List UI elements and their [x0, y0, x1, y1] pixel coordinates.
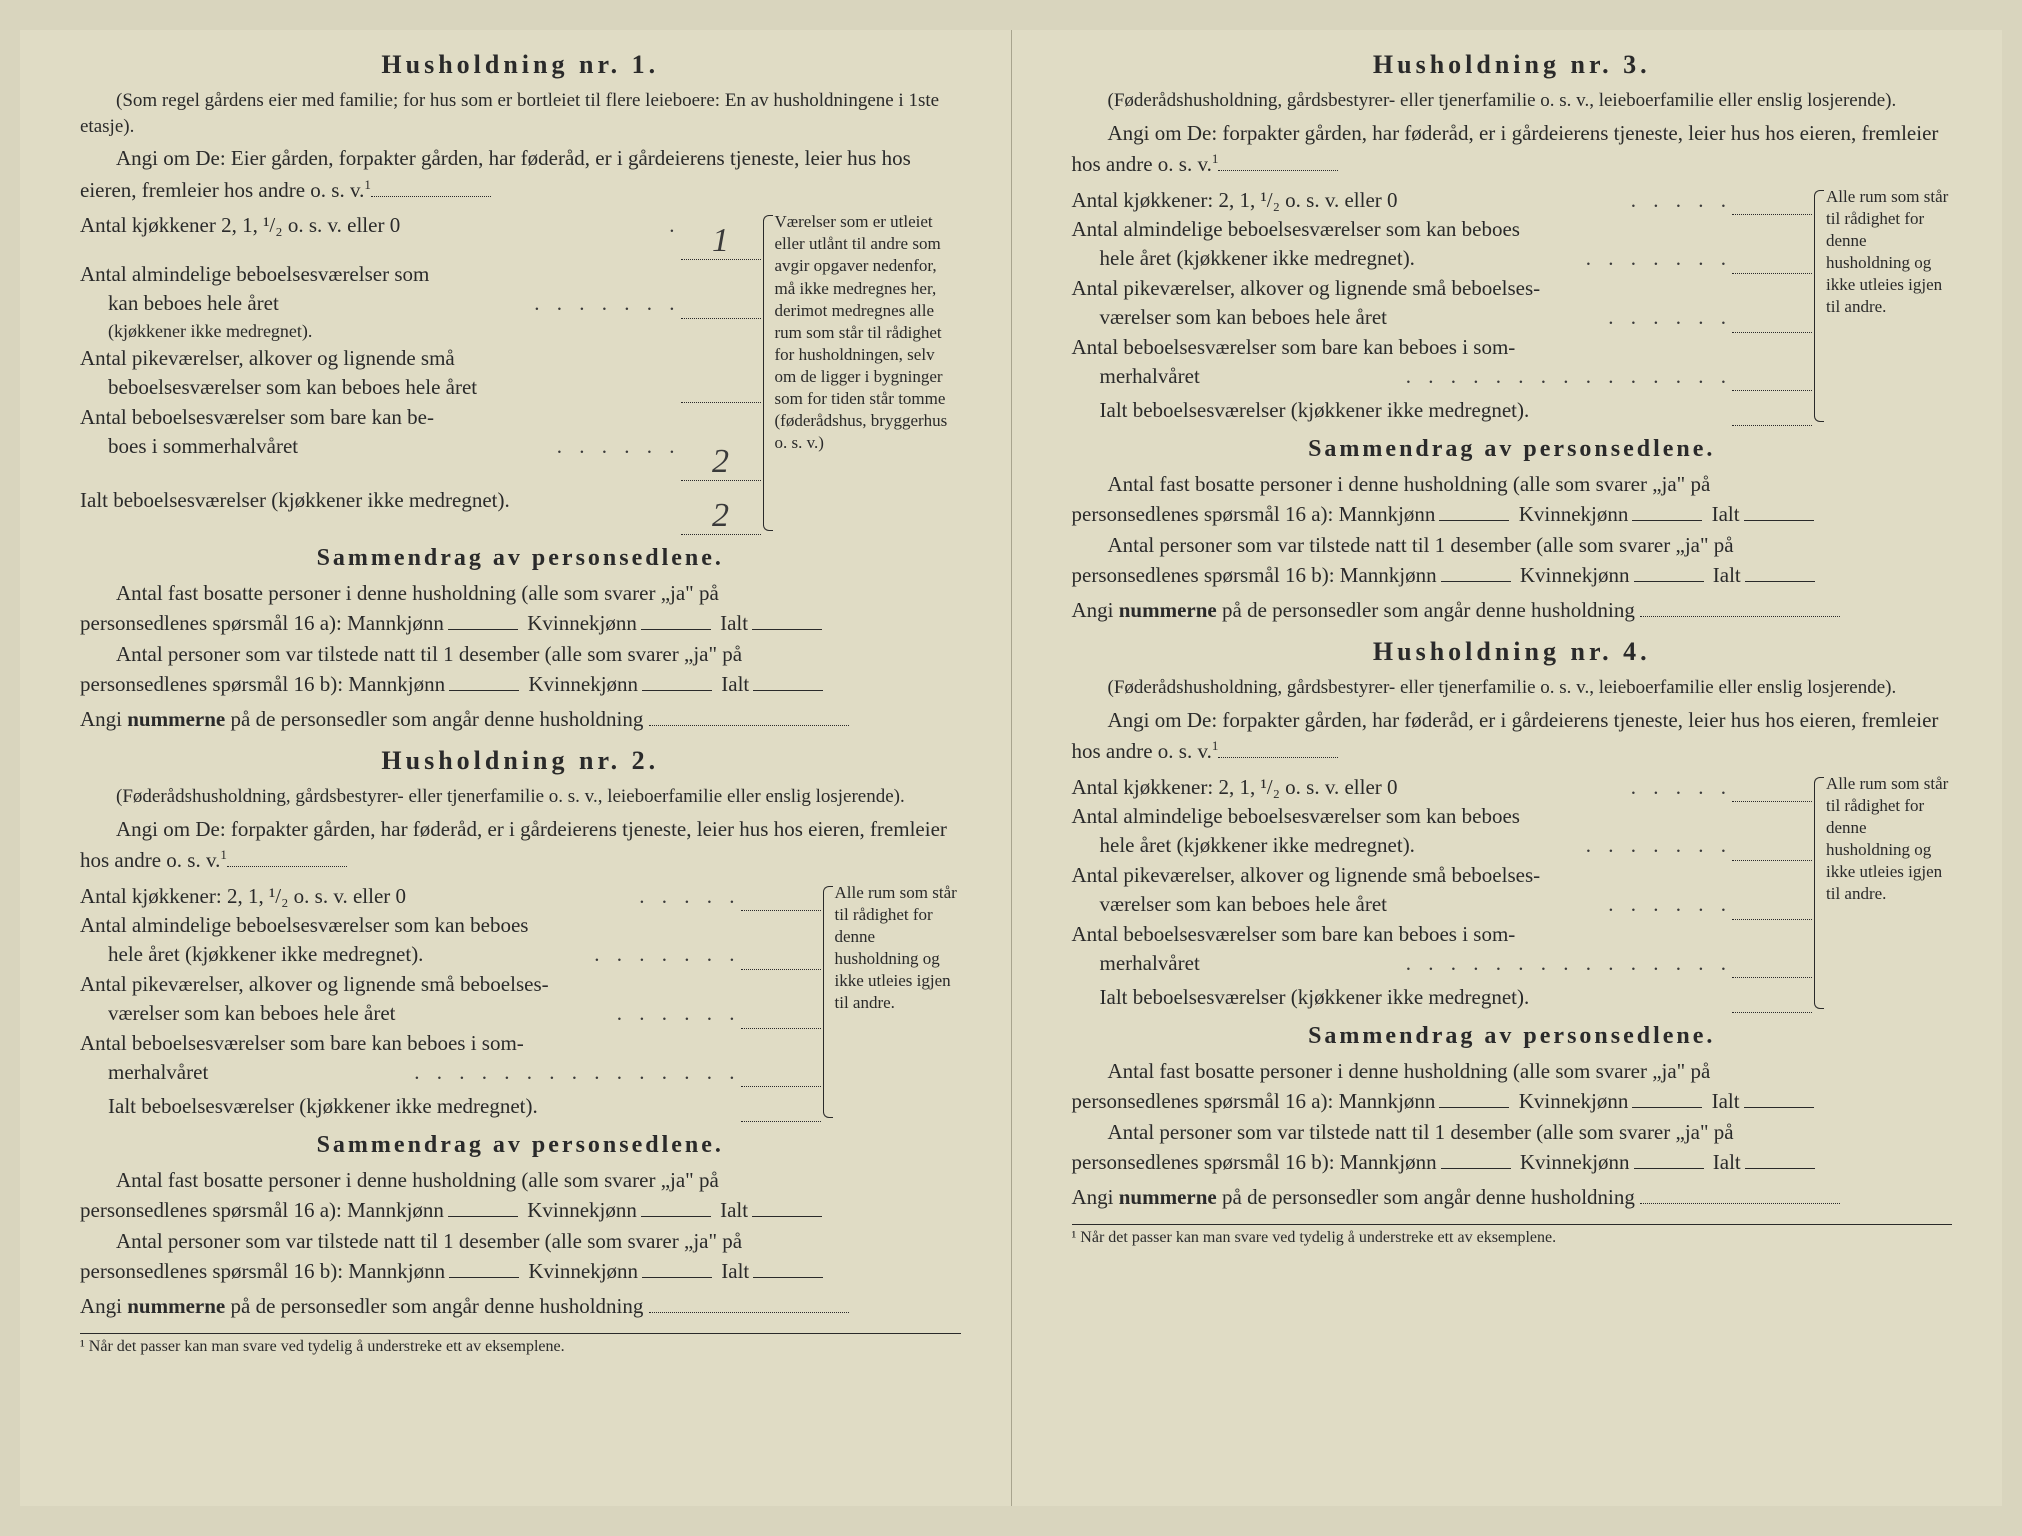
household-3: Husholdning nr. 3. (Føderådshusholdning,… — [1072, 50, 1953, 625]
p2b: personsedlenes spørsmål 16 b): Mannkjønn… — [80, 669, 961, 699]
p1: Antal fast bosatte personer i denne hush… — [80, 578, 961, 608]
household-2: Husholdning nr. 2. (Føderådshusholdning,… — [80, 746, 961, 1321]
rooms-left: Antal kjøkkener 2, 1, ¹/₂ o. s. v. eller… — [80, 211, 761, 535]
intro-text: (Som regel gårdens eier med familie; for… — [80, 88, 961, 139]
numbers-blank[interactable] — [649, 705, 849, 726]
household-4: Husholdning nr. 4. (Føderådshusholdning,… — [1072, 637, 1953, 1212]
p2: Antal personer som var tilstede natt til… — [80, 639, 961, 669]
ialt-value[interactable]: 2 — [681, 485, 761, 535]
footnote: ¹ Når det passer kan man svare ved tydel… — [1072, 1224, 1953, 1247]
bracket-icon — [823, 886, 833, 1118]
r1a: Antal almindelige beboelsesværelser som — [80, 260, 761, 289]
kvinne-blank[interactable] — [641, 609, 711, 630]
angi-numbers: Angi nummerne på de personsedler som ang… — [80, 704, 961, 734]
r2b: beboelsesværelser som kan beboes hele år… — [80, 373, 681, 402]
ialt-blank[interactable] — [752, 609, 822, 630]
r2-value[interactable] — [681, 373, 761, 402]
rooms-note: Værelser som er utleiet eller utlånt til… — [761, 211, 961, 535]
rooms-block: Antal kjøkkener 2, 1, ¹/₂ o. s. v. eller… — [80, 211, 961, 535]
intro-text: (Føderådshusholdning, gårdsbestyrer- ell… — [80, 784, 961, 810]
r1c: (kjøkkener ikke medregnet). — [80, 319, 761, 344]
household-1: Husholdning nr. 1. (Som regel gårdens ei… — [80, 50, 961, 734]
footnote: ¹ Når det passer kan man svare ved tydel… — [80, 1333, 961, 1356]
ialt-label: Ialt beboelsesværelser (kjøkkener ikke m… — [80, 485, 681, 535]
r3-value[interactable]: 2 — [681, 432, 761, 481]
household-title: Husholdning nr. 1. — [80, 50, 961, 80]
angi-blank[interactable] — [371, 174, 491, 197]
r2a: Antal pikeværelser, alkover og lignende … — [80, 344, 761, 373]
kitchens-value[interactable]: 1 — [681, 211, 761, 260]
bracket-icon — [763, 215, 773, 531]
bracket-icon — [1814, 777, 1824, 1009]
persons-title: Sammendrag av personsedlene. — [80, 545, 961, 572]
bracket-icon — [1814, 190, 1824, 422]
angi-line: Angi om De: Eier gården, forpakter gårde… — [80, 143, 961, 205]
dots: . — [669, 211, 680, 260]
r1b: kan beboes hele året — [80, 289, 534, 318]
kitchens-label: Antal kjøkkener 2, 1, ¹/₂ o. s. v. eller… — [80, 211, 669, 260]
r3b: boes i sommerhalvåret — [80, 432, 557, 481]
household-title: Husholdning nr. 2. — [80, 746, 961, 776]
right-page: Husholdning nr. 3. (Føderådshusholdning,… — [1011, 30, 2003, 1506]
p1b: personsedlenes spørsmål 16 a): Mannkjønn… — [80, 608, 961, 638]
mann-blank[interactable] — [448, 609, 518, 630]
left-page: Husholdning nr. 1. (Som regel gårdens ei… — [20, 30, 1011, 1506]
angi-line: Angi om De: forpakter gården, har føderå… — [80, 814, 961, 876]
rooms-block: Antal kjøkkener: 2, 1, ¹/₂ o. s. v. elle… — [80, 882, 961, 1122]
r1-value[interactable] — [681, 289, 761, 318]
r3a: Antal beboelsesværelser som bare kan be- — [80, 403, 761, 432]
angi-prefix: Angi om De: — [116, 146, 226, 170]
